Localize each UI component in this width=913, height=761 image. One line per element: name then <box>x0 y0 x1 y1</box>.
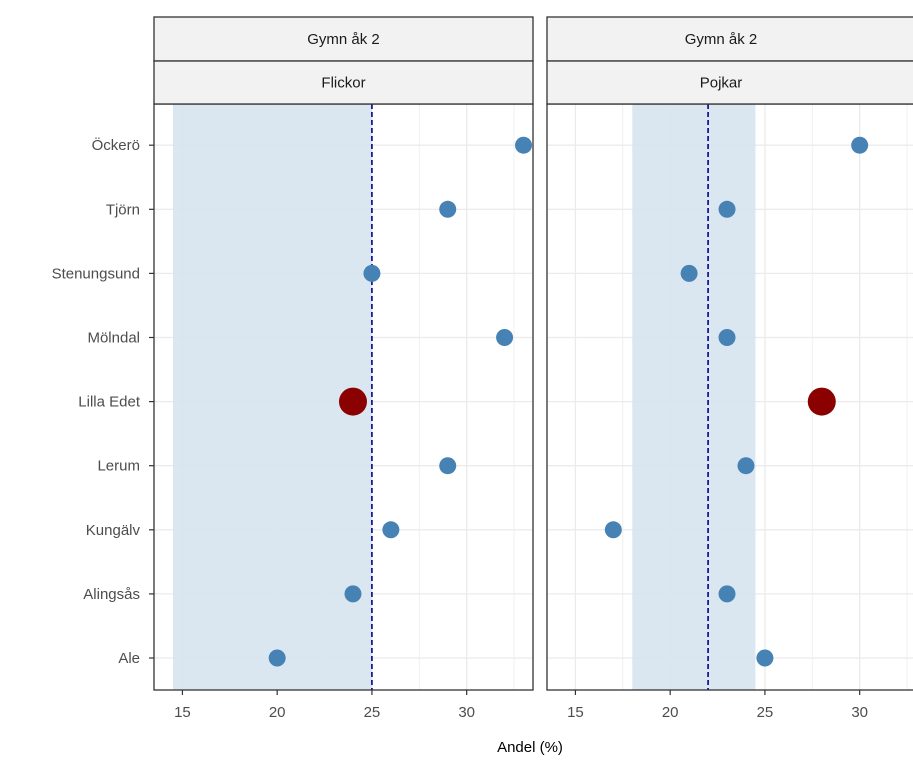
data-point-öckerö <box>851 136 869 154</box>
x-tick-label: 15 <box>174 704 191 721</box>
data-point-lilla-edet <box>338 387 367 416</box>
y-tick-label: Mölndal <box>87 330 140 347</box>
y-tick-label: Stenungsund <box>52 265 140 282</box>
data-point-ale <box>268 649 286 667</box>
reference-band <box>172 104 372 690</box>
y-tick-label: Lilla Edet <box>78 394 141 411</box>
data-point-öckerö <box>515 136 533 154</box>
chart-panels: Gymn åk 2 Flickor 15 20 25 30 Gymn åk 2 Pojkar 1… <box>153 16 913 721</box>
x-tick-label: 20 <box>662 704 679 721</box>
x-tick-label: 25 <box>364 704 381 721</box>
data-point-alingsås <box>718 585 736 603</box>
data-point-kungälv <box>604 521 622 539</box>
y-tick-label: Lerum <box>97 458 140 475</box>
strip-bottom-label: Pojkar <box>700 75 743 92</box>
data-point-alingsås <box>344 585 362 603</box>
x-tick-label: 30 <box>458 704 475 721</box>
panel-2: Gymn åk 2 Pojkar 15 20 25 30 <box>546 16 913 721</box>
x-tick-label: 15 <box>567 704 584 721</box>
data-point-lilla-edet <box>807 387 836 416</box>
data-point-ale <box>756 649 774 667</box>
x-tick-label: 20 <box>269 704 286 721</box>
strip-top-label: Gymn åk 2 <box>685 31 758 48</box>
y-tick-label: Tjörn <box>106 201 140 218</box>
data-point-lerum <box>737 457 755 475</box>
y-tick-label: Öckerö <box>92 136 140 154</box>
data-point-tjörn <box>718 200 736 218</box>
data-point-kungälv <box>382 521 400 539</box>
y-tick-label: Alingsås <box>83 586 140 603</box>
strip-top-background <box>153 16 534 62</box>
data-point-lerum <box>439 457 457 475</box>
panel-1: Gymn åk 2 Flickor 15 20 25 30 <box>153 16 534 721</box>
y-tick-label: Ale <box>118 650 140 667</box>
strip-bottom-background <box>546 60 913 105</box>
strip-bottom-background <box>153 60 534 105</box>
data-point-mölndal <box>718 329 736 346</box>
data-point-mölndal <box>496 329 514 346</box>
data-point-tjörn <box>439 200 457 218</box>
strip-top-label: Gymn åk 2 <box>307 31 380 48</box>
y-tick-label: Kungälv <box>86 522 141 539</box>
data-point-stenungsund <box>363 264 381 282</box>
x-tick-label: 25 <box>757 704 774 721</box>
reference-band <box>632 104 756 690</box>
y-axis: Ale Alingsås Kungälv Lerum Lilla Edet Mölndal… <box>52 136 154 667</box>
data-point-stenungsund <box>680 264 698 282</box>
strip-bottom-label: Flickor <box>321 75 365 92</box>
x-axis-title: Andel (%) <box>497 739 563 756</box>
x-tick-label: 30 <box>851 704 868 721</box>
